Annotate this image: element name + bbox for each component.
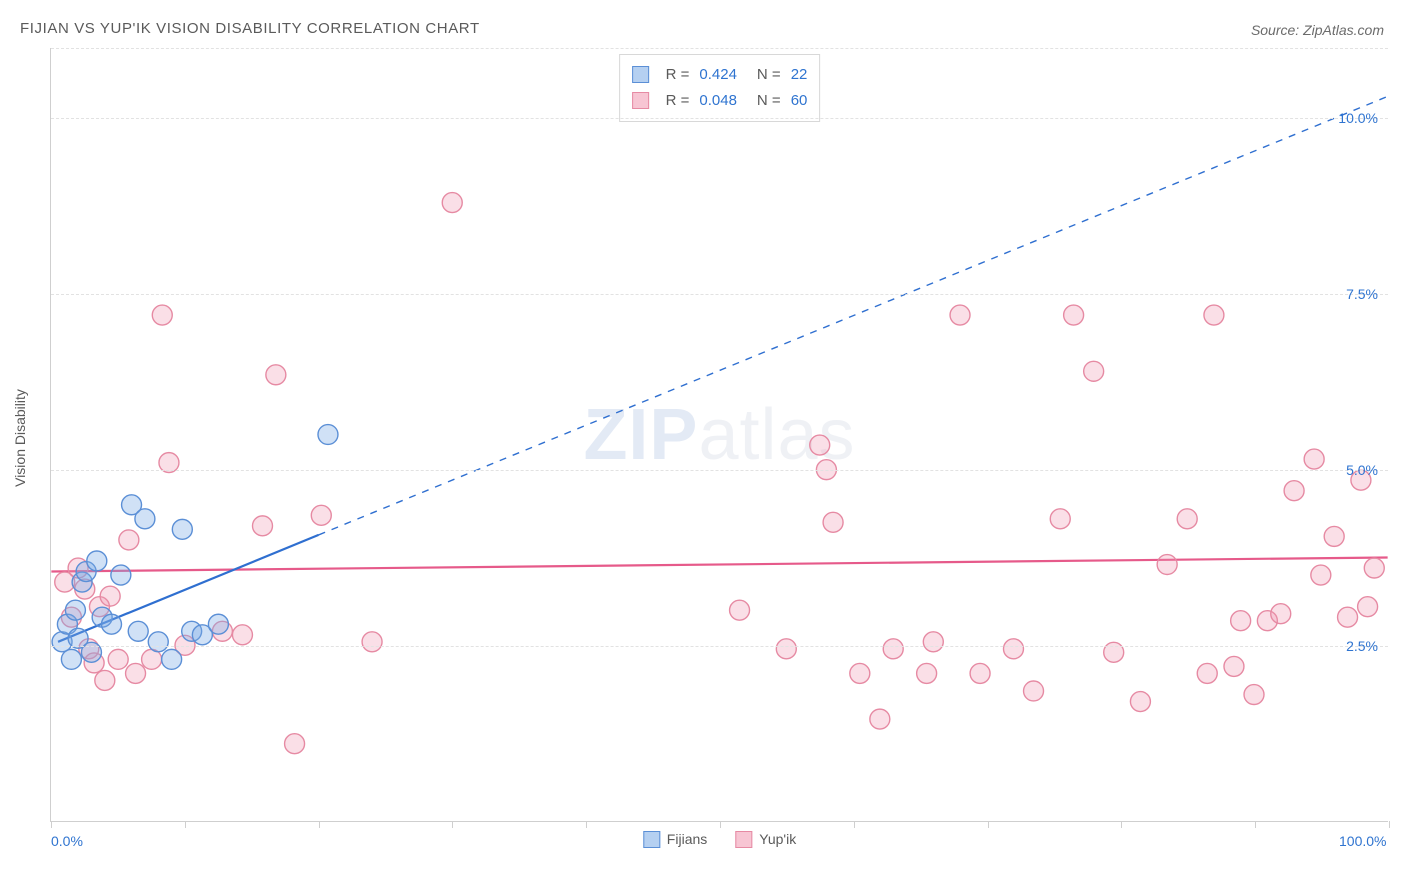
stats-row-fijians: R = 0.424 N = 22 bbox=[632, 62, 808, 88]
source-label: Source: ZipAtlas.com bbox=[1251, 22, 1384, 38]
y-tick-label: 5.0% bbox=[1346, 462, 1378, 478]
y-tick-label: 10.0% bbox=[1338, 110, 1378, 126]
stat-label-r: R = bbox=[666, 88, 690, 114]
legend-label-yupik: Yup'ik bbox=[759, 831, 796, 847]
gridline-h bbox=[51, 48, 1388, 49]
legend-label-fijians: Fijians bbox=[667, 831, 707, 847]
plot-area: ZIPatlas R = 0.424 N = 22 R = 0.048 N = … bbox=[50, 48, 1388, 822]
gridline-h bbox=[51, 646, 1388, 647]
x-tick bbox=[185, 821, 186, 828]
legend-item-fijians: Fijians bbox=[643, 831, 707, 849]
legend-item-yupik: Yup'ik bbox=[735, 831, 796, 849]
legend-bottom: Fijians Yup'ik bbox=[643, 831, 796, 849]
gridline-h bbox=[51, 118, 1388, 119]
legend-swatch-fijians bbox=[643, 831, 660, 848]
x-tick bbox=[319, 821, 320, 828]
x-tick-label: 100.0% bbox=[1339, 833, 1386, 849]
x-tick bbox=[854, 821, 855, 828]
plot-svg bbox=[51, 48, 1388, 821]
gridline-h bbox=[51, 470, 1388, 471]
y-axis-label: Vision Disability bbox=[12, 389, 28, 487]
swatch-fijians bbox=[632, 66, 649, 83]
x-tick bbox=[452, 821, 453, 828]
x-tick bbox=[720, 821, 721, 828]
gridline-h bbox=[51, 294, 1388, 295]
x-tick bbox=[51, 821, 52, 828]
stats-legend-box: R = 0.424 N = 22 R = 0.048 N = 60 bbox=[619, 54, 821, 122]
stat-label-n: N = bbox=[757, 88, 781, 114]
x-tick-label: 0.0% bbox=[51, 833, 83, 849]
stat-r-fijians: 0.424 bbox=[699, 62, 737, 88]
y-tick-label: 7.5% bbox=[1346, 286, 1378, 302]
x-tick bbox=[1121, 821, 1122, 828]
stat-label-r: R = bbox=[666, 62, 690, 88]
x-tick bbox=[1389, 821, 1390, 828]
legend-swatch-yupik bbox=[735, 831, 752, 848]
stat-label-n: N = bbox=[757, 62, 781, 88]
chart-title: FIJIAN VS YUP'IK VISION DISABILITY CORRE… bbox=[20, 20, 480, 37]
stat-n-yupik: 60 bbox=[791, 88, 808, 114]
y-tick-label: 2.5% bbox=[1346, 638, 1378, 654]
x-tick bbox=[586, 821, 587, 828]
chart-container: FIJIAN VS YUP'IK VISION DISABILITY CORRE… bbox=[0, 0, 1406, 892]
x-tick bbox=[1255, 821, 1256, 828]
stats-row-yupik: R = 0.048 N = 60 bbox=[632, 88, 808, 114]
swatch-yupik bbox=[632, 92, 649, 109]
stat-n-fijians: 22 bbox=[791, 62, 808, 88]
x-tick bbox=[988, 821, 989, 828]
stat-r-yupik: 0.048 bbox=[699, 88, 737, 114]
